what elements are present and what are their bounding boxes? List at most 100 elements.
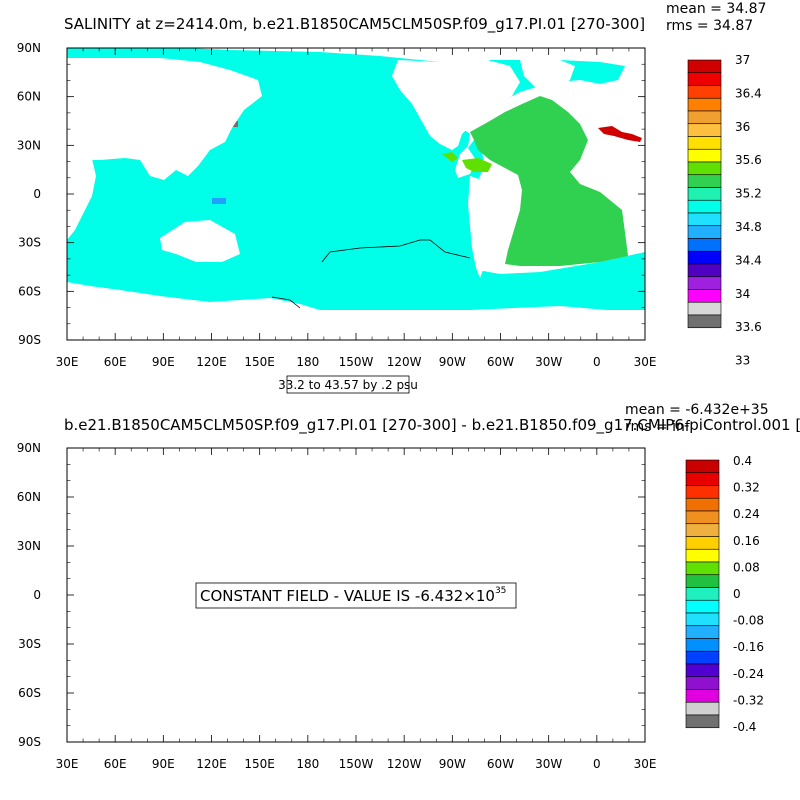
colorbar-label: -0.32 <box>733 693 764 707</box>
panel-2-axes: 30E 60E 90E 120E 150E 180 150W 120W 90W 60W 30W 0 30… <box>17 441 657 771</box>
panel-2-title: b.e21.B1850CAM5CLM50SP.f09_g17.PI.01 [27… <box>64 416 800 435</box>
y-tick-label: 30S <box>18 637 41 651</box>
colorbar-label: 34 <box>735 287 750 301</box>
colorbar-label: 37 <box>735 53 750 67</box>
colorbar-cell <box>687 276 722 290</box>
y-tick-label: 60N <box>17 90 41 104</box>
colorbar-cell <box>687 123 722 137</box>
colorbar-cell <box>687 85 722 99</box>
colorbar-cell <box>685 676 720 690</box>
colorbar-label: 0.16 <box>733 534 760 548</box>
x-tick-label: 180 <box>296 355 319 369</box>
x-tick-label: 30E <box>56 757 79 771</box>
constant-field-box <box>195 582 517 609</box>
land-greenland <box>520 60 575 92</box>
colorbar-label: 33.6 <box>735 320 762 334</box>
panel-2: mean = -6.432e+35 b.e21.B1850CAM5CLM50SP… <box>17 402 800 771</box>
y-tick-label: 90N <box>17 41 41 55</box>
colorbar-cell <box>687 174 722 188</box>
colorbar-cell <box>685 663 720 678</box>
colorbar-cell <box>687 263 722 278</box>
x-tick-label: 30E <box>634 355 657 369</box>
y-tick-label: 60N <box>17 490 41 504</box>
colorbar-cell <box>687 161 722 176</box>
panel-1-contour-info: 33.2 to 43.57 by .2 psu <box>278 375 418 394</box>
x-tick-label: 0 <box>593 355 601 369</box>
panel-2-colorbar: 0.4 0.32 0.24 0.16 0.08 0 -0.08 -0.16 -0.24 -0.32… <box>685 454 764 734</box>
colorbar-cell <box>685 497 720 512</box>
colorbar-label: 0.4 <box>733 454 752 468</box>
colorbar-cell <box>685 536 720 550</box>
colorbar-cell <box>685 561 720 576</box>
colorbar-label: 34.8 <box>735 220 762 234</box>
y-tick-label: 60S <box>18 686 41 700</box>
colorbar-cell <box>685 510 720 525</box>
colorbar-cell <box>687 110 722 125</box>
colorbar-cell <box>685 625 720 639</box>
x-tick-label: 120E <box>196 757 227 771</box>
colorbar-cell <box>685 587 720 601</box>
y-tick-label: 30N <box>17 138 41 152</box>
x-tick-label: 60W <box>487 757 514 771</box>
x-tick-label: 120W <box>387 355 422 369</box>
colorbar-cell <box>685 523 720 537</box>
ocean-region-atlantic <box>470 96 628 266</box>
x-tick-label: 150W <box>339 757 374 771</box>
colorbar-cell <box>685 599 720 614</box>
colorbar-label: 36 <box>735 120 750 134</box>
land-australia <box>160 220 240 262</box>
panel-2-mean: mean = -6.432e+35 <box>625 402 769 418</box>
contour-info-box <box>286 375 410 394</box>
x-tick-label: 30E <box>56 355 79 369</box>
colorbar-cell <box>685 701 720 716</box>
colorbar-cell <box>685 689 720 703</box>
colorbar-label: 34.4 <box>735 253 762 267</box>
y-tick-label: 90N <box>17 441 41 455</box>
x-tick-label: 0 <box>593 757 601 771</box>
panel-1-title: SALINITY at z=2414.0m, b.e21.B1850CAM5CL… <box>64 15 645 34</box>
colorbar-label: 35.2 <box>735 187 762 201</box>
y-tick-label: 0 <box>33 187 41 201</box>
colorbar-cell <box>687 72 722 86</box>
constant-field-label: CONSTANT FIELD - VALUE IS -6.432×1035 <box>195 582 517 609</box>
colorbar-label: -0.24 <box>733 667 764 681</box>
panel-1-axes: 30E 60E 90E 120E 150E 180 150W 120W 90W 60W 30W 0 30… <box>17 41 657 369</box>
colorbar-cell <box>687 250 722 265</box>
x-tick-label: 90W <box>439 757 466 771</box>
x-tick-label: 90E <box>152 757 175 771</box>
y-tick-label: 90S <box>18 735 41 749</box>
colorbar-label: -0.08 <box>733 614 764 628</box>
ocean-region-caribbean <box>442 152 492 172</box>
x-tick-label: 150E <box>244 355 275 369</box>
colorbar-cell <box>685 714 720 729</box>
x-tick-label: 60E <box>104 355 127 369</box>
y-tick-label: 0 <box>33 588 41 602</box>
x-tick-label: 30E <box>634 757 657 771</box>
colorbar-cell <box>685 472 720 486</box>
colorbar-cell <box>687 199 722 214</box>
x-tick-label: 150W <box>339 355 374 369</box>
colorbar-cell <box>687 136 722 150</box>
x-tick-label: 30W <box>535 757 562 771</box>
colorbar-cell <box>687 212 722 227</box>
panel-1: SALINITY at z=2414.0m, b.e21.B1850CAM5CL… <box>17 1 766 394</box>
panel-1-colorbar: 37 36.4 36 35.6 35.2 34.8 34.4 34 33.6 33 <box>687 53 762 368</box>
x-tick-label: 60W <box>487 355 514 369</box>
colorbar-cell <box>685 574 720 588</box>
x-tick-label: 120E <box>196 355 227 369</box>
colorbar-label: -0.4 <box>733 720 756 734</box>
x-tick-label: 90E <box>152 355 175 369</box>
colorbar-cell <box>687 97 722 112</box>
panel-2-rms: rms = inf <box>625 419 691 435</box>
x-tick-label: 180 <box>296 757 319 771</box>
contour-info-text: 33.2 to 43.57 by .2 psu <box>278 378 418 392</box>
y-tick-label: 30N <box>17 539 41 553</box>
x-tick-label: 90W <box>439 355 466 369</box>
colorbar-cell <box>687 148 722 163</box>
ocean-region-mediterranean <box>598 126 642 142</box>
colorbar-cell <box>685 548 720 563</box>
x-tick-label: 60E <box>104 757 127 771</box>
land-europe <box>582 92 645 122</box>
land-south-america <box>468 176 502 278</box>
contour-line-antarctic <box>271 296 301 309</box>
